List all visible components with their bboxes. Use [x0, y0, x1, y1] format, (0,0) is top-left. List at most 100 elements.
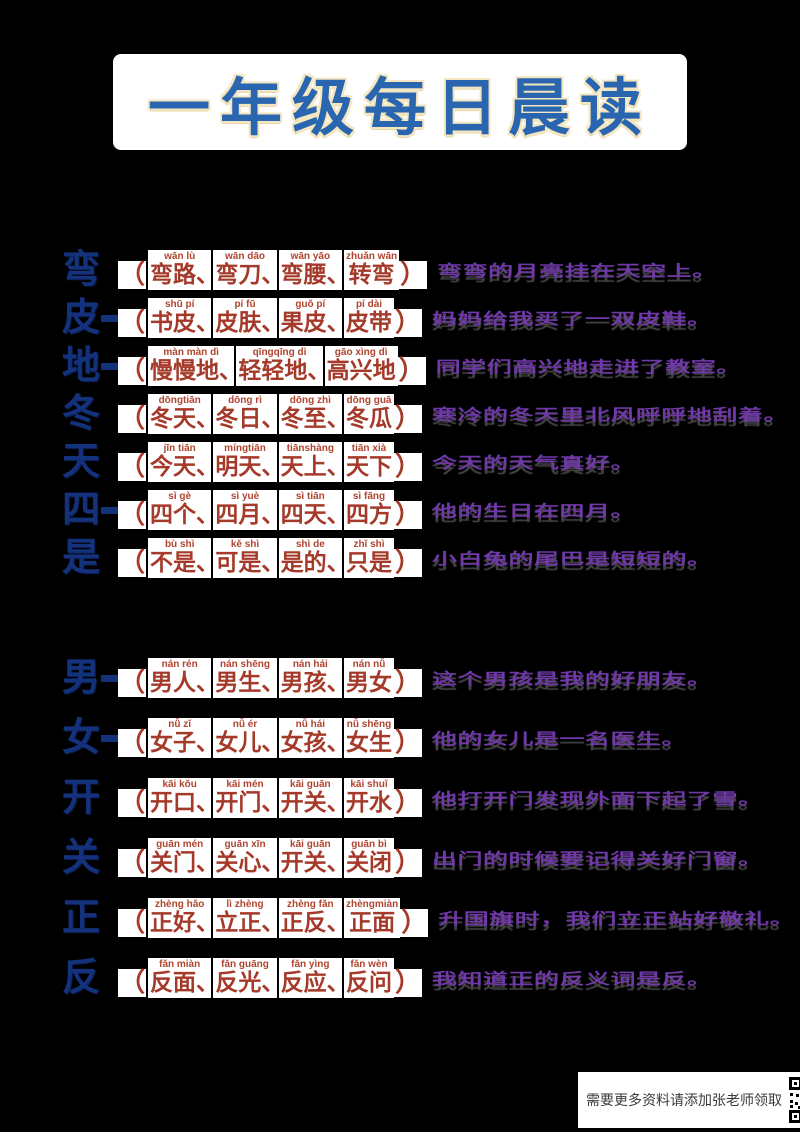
word-text: 女孩、	[280, 729, 350, 756]
target-character: 女	[62, 717, 101, 759]
pinyin-label: guǒ pí	[295, 299, 326, 311]
word-box: dōng zhì 冬至、	[278, 394, 350, 434]
word-text: 四天、	[280, 501, 350, 528]
pinyin-label: sì yuè	[230, 491, 260, 503]
reading-row: 开（kāi kǒu 开口、 kāi mén 开门、 kāi guān 开关、 kāi shu…	[0, 768, 800, 828]
word-box: wān yāo 弯腰、	[278, 250, 350, 290]
pinyin-label: dōngtiān	[158, 395, 201, 407]
pinyin-label: guān xīn	[224, 839, 266, 851]
separator: 、	[326, 849, 350, 876]
dash-line	[101, 734, 128, 742]
word-box: nǚ shēng 女生	[344, 718, 394, 758]
target-character: 开	[62, 777, 101, 819]
separator: 、	[261, 453, 285, 480]
word-box: dōng guā 冬瓜	[344, 394, 394, 434]
pinyin-label: guān bì	[351, 839, 387, 851]
word-text: 四月、	[215, 501, 285, 528]
separator: 、	[196, 309, 220, 336]
close-paren: ）	[394, 727, 423, 758]
separator: 、	[261, 501, 285, 528]
word-box: màn màn dì 慢慢地、	[148, 346, 242, 386]
target-character-cell: 四	[62, 489, 128, 531]
target-character: 弯	[62, 249, 101, 291]
close-paren: ）	[394, 499, 423, 530]
word-text: 正面	[349, 909, 396, 936]
example-sentence: 他的女儿是一名医生。	[432, 730, 688, 748]
word-box: shì de 是的、	[278, 538, 350, 578]
word-box: fǎn guāng 反光、	[213, 958, 285, 998]
word-box: guān xīn 关心、	[213, 838, 284, 878]
word-box: tiān xià 天下	[344, 442, 394, 482]
word-box: kāi kǒu 开口、	[148, 778, 219, 818]
word-text: 书皮、	[150, 309, 220, 336]
example-sentence: 同学们高兴地走进了教室。	[435, 358, 742, 376]
close-paren: ）	[394, 787, 423, 818]
word-group: （bù shì 不是、 kě shì 可是、 shì de 是的、 zhǐ shì 只是）	[118, 538, 423, 578]
word-group: （màn màn dì 慢慢地、 qīngqīng dì 轻轻地、 gāo xìng d…	[118, 346, 426, 386]
target-character-cell: 女	[62, 717, 128, 759]
word-box: nǚ zǐ 女子、	[148, 718, 220, 758]
word-text: 男孩、	[280, 669, 350, 696]
word-text: 弯刀、	[215, 261, 285, 288]
word-text: 反问	[346, 969, 392, 996]
word-text: 弯腰、	[280, 261, 350, 288]
open-paren: （	[118, 847, 147, 878]
open-paren: （	[118, 967, 147, 998]
reading-row: 是（bù shì 不是、 kě shì 可是、 shì de 是的、 zhǐ shì 只是）小…	[0, 534, 800, 582]
target-character-cell: 反	[62, 959, 118, 997]
word-box: jīn tiān 今天、	[148, 442, 220, 482]
reading-row: 地（màn màn dì 慢慢地、 qīngqīng dì 轻轻地、 gāo xìng …	[0, 342, 800, 390]
pinyin-label: wān dāo	[225, 251, 266, 263]
word-text: 可是、	[215, 549, 285, 576]
pinyin-label: shì de	[295, 539, 325, 551]
close-paren: ）	[394, 547, 423, 578]
word-box: pí dài 皮带	[344, 298, 394, 338]
pinyin-label: bù shì	[164, 539, 195, 551]
dash-line	[101, 362, 128, 370]
target-character-cell: 地	[62, 347, 128, 385]
word-text: 今天、	[150, 453, 220, 480]
separator: 、	[261, 669, 285, 696]
separator: 、	[261, 909, 285, 936]
word-text: 男生、	[215, 669, 285, 696]
dash-line	[101, 506, 128, 514]
reading-row: 正（zhèng hǎo 正好、 lì zhèng 立正、 zhèng fǎn 正反、 zhè…	[0, 888, 800, 948]
separator: 、	[196, 501, 220, 528]
open-paren: （	[118, 259, 147, 290]
word-box: zhèng fǎn 正反、	[278, 898, 350, 938]
separator: 、	[196, 909, 220, 936]
close-paren: ）	[399, 259, 428, 290]
reading-row: 关（guān mén 关门、 guān xīn 关心、 kāi guān 开关、 guān …	[0, 828, 800, 888]
target-character: 四	[62, 489, 101, 531]
separator: 、	[326, 501, 350, 528]
separator: 、	[196, 729, 220, 756]
close-paren: ）	[394, 307, 423, 338]
word-box: guǒ pí 果皮、	[278, 298, 350, 338]
separator: 、	[196, 261, 220, 288]
word-box: sì gè 四个、	[148, 490, 220, 530]
separator: 、	[326, 969, 350, 996]
pinyin-label: jīn tiān	[163, 443, 196, 455]
target-character-cell: 弯	[62, 251, 118, 289]
reading-row: 弯（wān lù 弯路、 wān dāo 弯刀、 wān yāo 弯腰、 zhuǎn wān…	[0, 246, 800, 294]
word-box: pí fū 皮肤、	[213, 298, 284, 338]
pinyin-label: lì zhèng	[226, 899, 264, 911]
pinyin-label: nán hái	[292, 659, 328, 671]
word-box: zhèngmiàn 正面	[344, 898, 401, 938]
word-box: nán nǚ 男女	[344, 658, 394, 698]
word-group: （dōngtiān 冬天、 dōng rì 冬日、 dōng zhì 冬至、 dōng gu…	[118, 394, 423, 434]
word-text: 冬日、	[215, 405, 285, 432]
example-sentence: 这个男孩是我的好朋友。	[432, 670, 713, 688]
separator: 、	[326, 453, 350, 480]
pinyin-label: fǎn miàn	[159, 959, 201, 971]
word-text: 四个、	[150, 501, 220, 528]
target-character-cell: 开	[62, 779, 118, 817]
word-box: bù shì 不是、	[148, 538, 219, 578]
word-group: （zhèng hǎo 正好、 lì zhèng 立正、 zhèng fǎn 正反、 zhèn…	[118, 898, 429, 938]
word-text: 男女	[346, 669, 392, 696]
target-character: 冬	[62, 393, 101, 435]
separator: 、	[261, 969, 285, 996]
word-text: 高兴地	[326, 357, 396, 384]
qr-code-icon	[788, 1076, 800, 1124]
separator: 、	[196, 405, 220, 432]
